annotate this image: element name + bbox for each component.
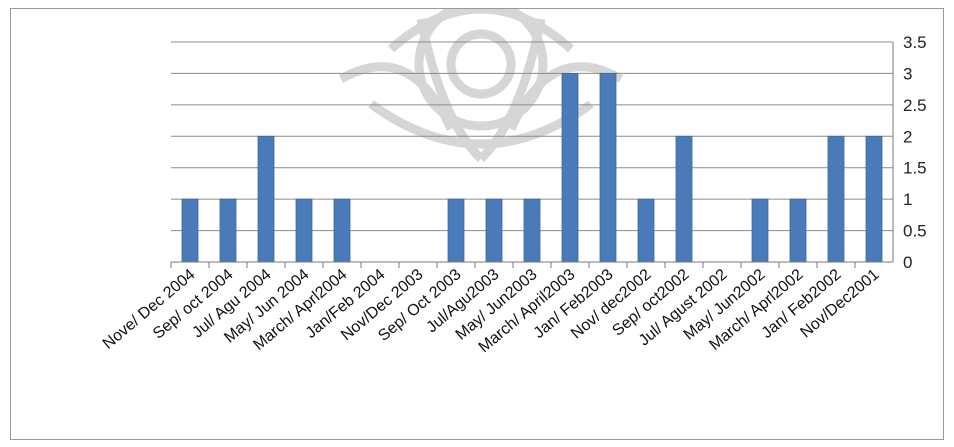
- y-tick-label: 0.5: [903, 222, 927, 241]
- bar: [751, 198, 769, 263]
- y-tick-label: 1: [903, 190, 912, 209]
- y-tick-label: 2.5: [903, 96, 927, 115]
- bar: [447, 198, 465, 263]
- bar: [523, 198, 541, 263]
- bar: [561, 73, 579, 263]
- y-tick-label: 3: [903, 64, 912, 83]
- axes: [170, 42, 894, 268]
- y-tick-labels: 0 0.5 1 1.5 2 2.5 3 3.5: [903, 33, 927, 272]
- bar: [599, 73, 617, 263]
- y-tick-label: 3.5: [903, 33, 927, 52]
- y-tick-label: 2: [903, 127, 912, 146]
- bar: [865, 135, 883, 263]
- bar: [637, 198, 655, 263]
- bar: [827, 135, 845, 263]
- y-tick-label: 0: [903, 253, 912, 272]
- bar: [219, 198, 237, 263]
- chart-frame: 0 0.5 1 1.5 2 2.5 3 3.5 Nove/ Dec 2004 Sep/ oct …: [10, 8, 944, 440]
- bar: [181, 198, 199, 263]
- bar: [789, 198, 807, 263]
- bars: [181, 73, 883, 263]
- bar: [295, 198, 313, 263]
- bar: [675, 135, 693, 263]
- bar: [257, 135, 275, 263]
- bar: [333, 198, 351, 263]
- bar: [485, 198, 503, 263]
- y-tick-label: 1.5: [903, 159, 927, 178]
